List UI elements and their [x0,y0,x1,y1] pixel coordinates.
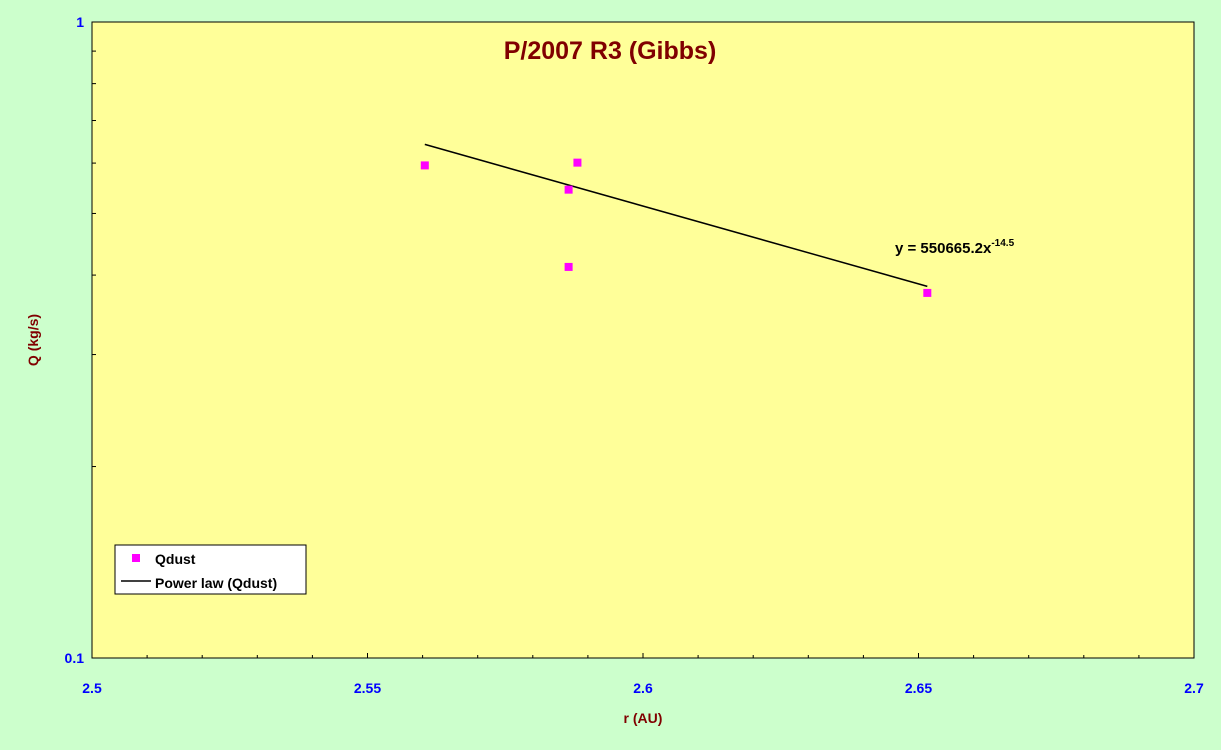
data-point-qdust [564,262,573,271]
x-tick-label: 2.6 [633,680,653,696]
trendline-equation: y = 550665.2x-14.5 [895,238,1015,257]
trendline-equation-base: y = 550665.2x [895,240,992,257]
y-axis-title: Q (kg/s) [25,314,41,366]
trendline-power-law [424,143,928,288]
series-layer [420,143,932,297]
x-tick-label: 2.65 [905,680,932,696]
legend-label-qdust: Qdust [155,551,196,567]
x-minor-ticks [91,653,1195,658]
y-tick-label: 0.1 [65,650,85,666]
x-tick-label: 2.5 [82,680,102,696]
trendline-equation-exponent: -14.5 [991,238,1014,249]
x-tick-label: 2.55 [354,680,381,696]
legend: Qdust Power law (Qdust) [114,544,307,595]
x-tick-labels: 2.5 2.55 2.6 2.65 2.7 [82,680,1204,696]
legend-box [114,544,307,595]
y-tick-label: 1 [76,14,84,30]
data-point-qdust [420,161,429,170]
legend-label-power-law: Power law (Qdust) [155,575,277,591]
y-tick-labels: 0.11 [65,14,85,666]
legend-marker-qdust [132,554,140,562]
x-tick-label: 2.7 [1184,680,1204,696]
data-point-qdust [564,185,573,194]
x-axis-title: r (AU) [624,710,663,726]
data-point-qdust [923,288,932,297]
data-point-qdust [573,158,582,167]
chart-title: P/2007 R3 (Gibbs) [504,37,717,65]
y-minor-ticks [92,50,96,468]
